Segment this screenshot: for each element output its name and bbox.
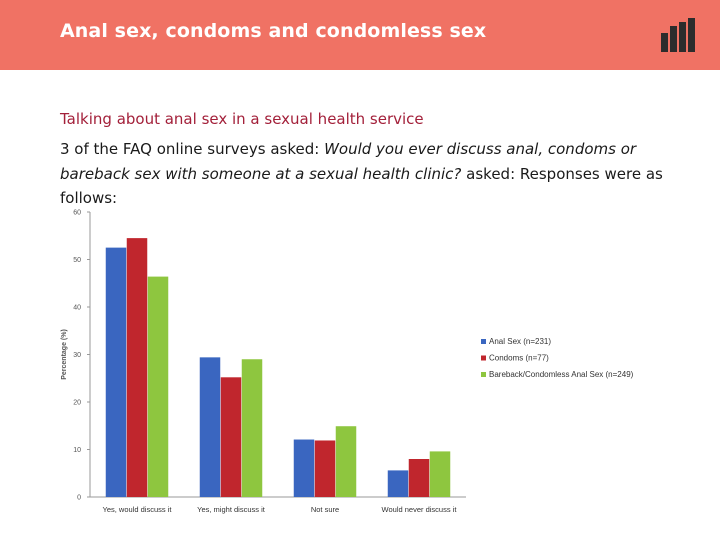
legend-label: Condoms (n=77) — [489, 354, 549, 363]
legend-swatch — [481, 339, 486, 344]
survey-question: Would you ever discuss anal, condoms or … — [60, 140, 637, 183]
bar — [241, 359, 263, 497]
intro-suffix: asked: Responses were as follows: — [60, 164, 663, 208]
bar — [335, 426, 357, 497]
bar — [387, 470, 409, 497]
y-axis-title: Percentage (%) — [61, 329, 68, 380]
intro-prefix: 3 of the FAQ online surveys asked: — [60, 140, 325, 158]
y-tick-label: 10 — [73, 447, 81, 454]
intro-paragraph: 3 of the FAQ online surveys asked: Would… — [60, 137, 680, 211]
legend-swatch — [481, 372, 486, 377]
legend-label: Anal Sex (n=231) — [489, 337, 551, 346]
bar — [408, 459, 430, 497]
bar — [429, 451, 451, 497]
y-tick-label: 40 — [73, 305, 81, 312]
y-tick-label: 30 — [73, 352, 81, 359]
bar — [126, 238, 148, 497]
legend-swatch — [481, 355, 486, 361]
x-category-label: Not sure — [311, 505, 339, 514]
bar — [220, 377, 242, 497]
header-bar: Anal sex, condoms and condomless sex — [0, 0, 720, 70]
x-category-label: Yes, might discuss it — [197, 505, 266, 514]
bar — [147, 276, 169, 497]
slide-title: Anal sex, condoms and condomless sex — [60, 20, 487, 42]
y-tick-label: 60 — [73, 210, 81, 217]
bar-chart-logo-icon — [661, 18, 697, 52]
bar — [314, 440, 336, 497]
section-subtitle: Talking about anal sex in a sexual healt… — [60, 110, 424, 128]
y-tick-label: 20 — [73, 400, 81, 407]
bar — [105, 247, 127, 497]
bar — [199, 357, 221, 497]
x-category-label: Would never discuss it — [382, 505, 458, 514]
bar — [293, 439, 315, 497]
y-tick-label: 50 — [73, 257, 81, 264]
legend-label: Bareback/Condomless Anal Sex (n=249) — [489, 370, 634, 379]
y-tick-label: 0 — [77, 495, 81, 502]
x-category-label: Yes, would discuss it — [103, 505, 173, 514]
